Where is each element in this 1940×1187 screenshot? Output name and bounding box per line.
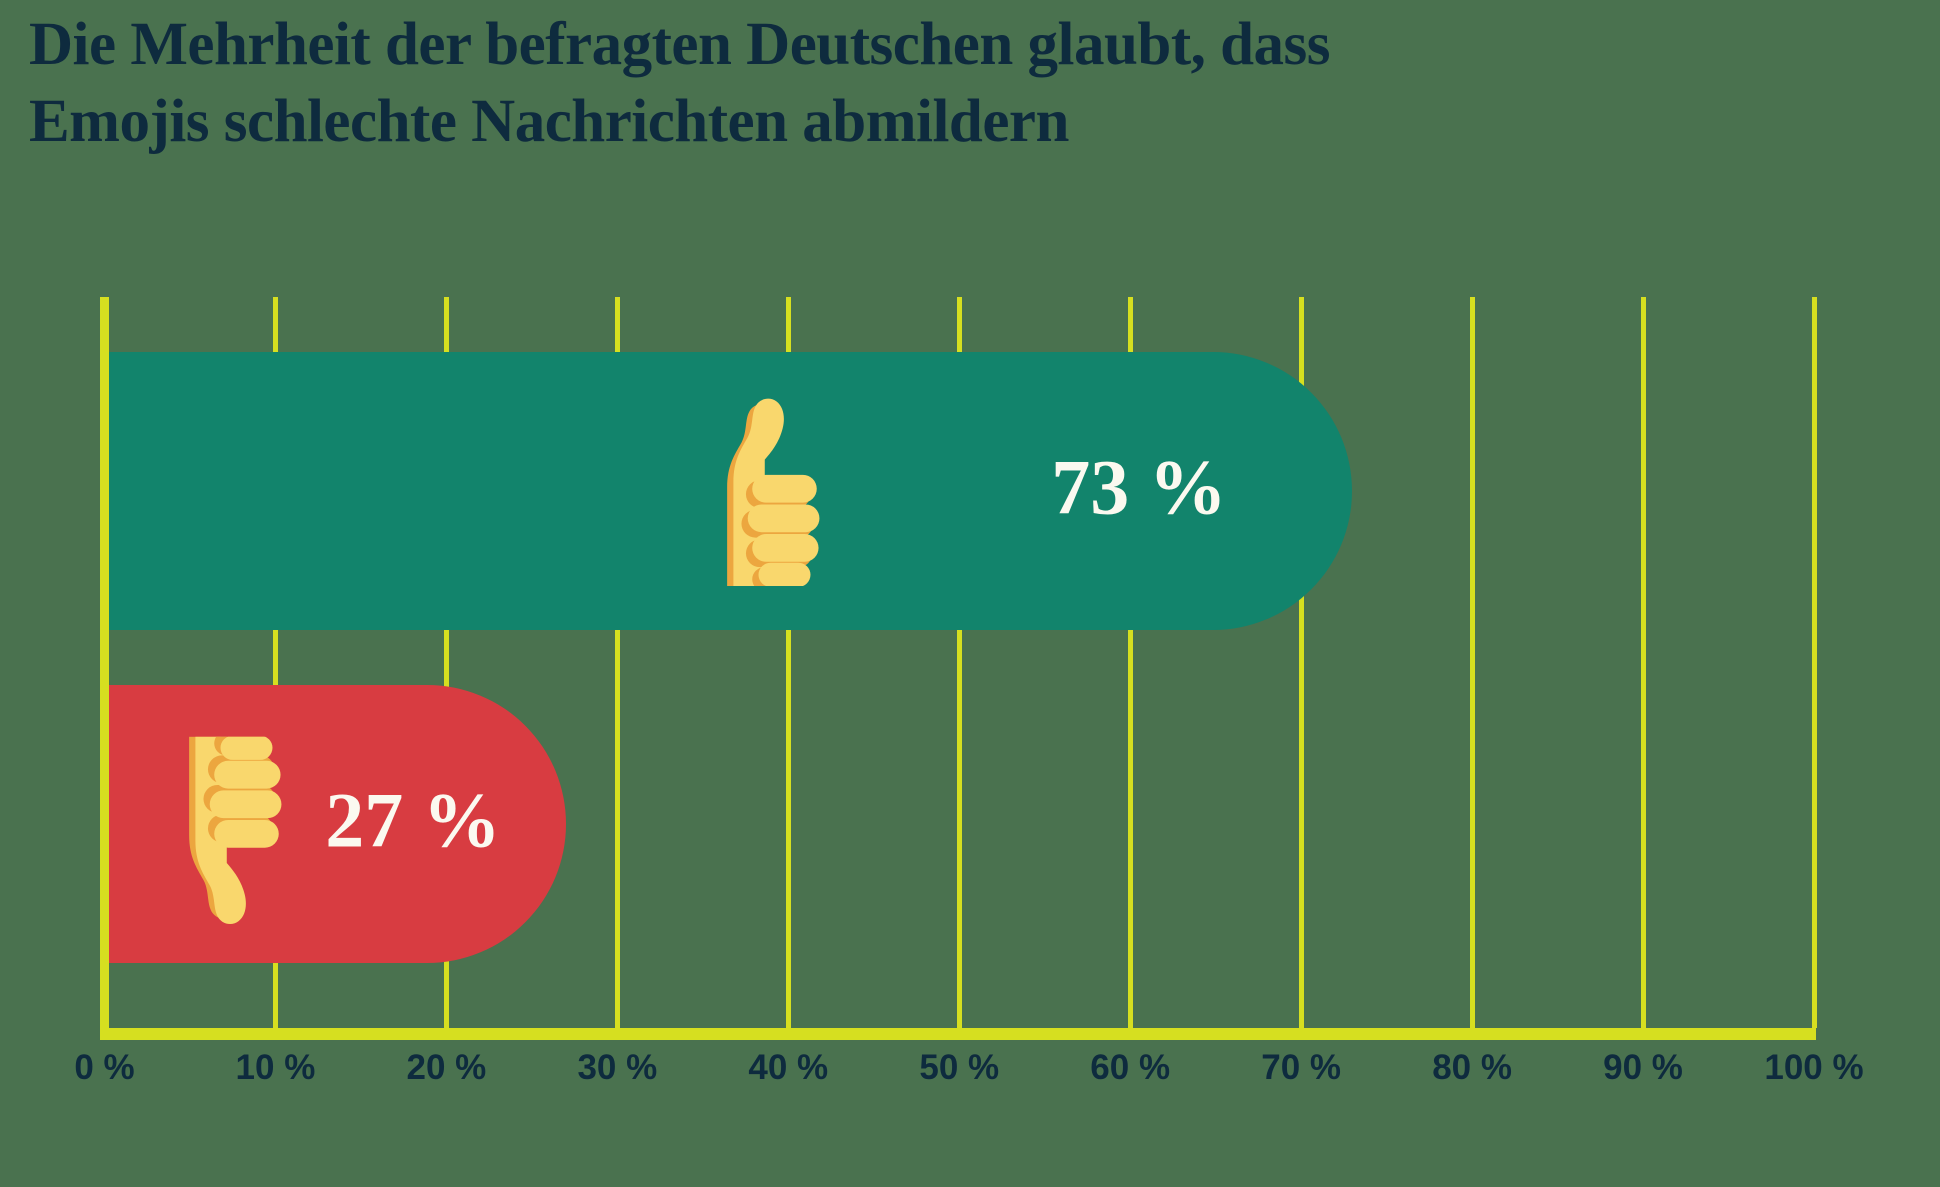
thumbs-up-icon — [695, 396, 822, 586]
chart-title-line1: Die Mehrheit der befragten Deutschen gla… — [29, 11, 1331, 78]
gridline-50 — [956, 297, 962, 1028]
y-axis-line — [100, 297, 109, 1040]
tick-label-70: 70 % — [1261, 1048, 1342, 1087]
tick-label-100: 100 % — [1764, 1048, 1864, 1087]
tick-label-40: 40 % — [748, 1048, 829, 1087]
bar-thumbs-up: 73 % — [109, 352, 1353, 630]
gridline-90 — [1640, 297, 1646, 1028]
gridline-20 — [443, 297, 449, 1028]
gridline-30 — [614, 297, 620, 1028]
chart-title: Die Mehrheit der befragten Deutschen gla… — [29, 6, 1331, 160]
x-axis-baseline — [100, 1028, 1816, 1040]
chart-title-line2: Emojis schlechte Nachrichten abmildern — [29, 88, 1069, 155]
gridline-70 — [1298, 297, 1304, 1028]
gridline-40 — [785, 297, 791, 1028]
tick-label-90: 90 % — [1603, 1048, 1683, 1087]
bar-thumbs-down: 27 % — [109, 685, 567, 963]
tick-label-30: 30 % — [577, 1048, 658, 1087]
thumbs-down-icon — [157, 737, 284, 927]
gridline-60 — [1127, 297, 1133, 1028]
gridline-100 — [1811, 297, 1817, 1028]
gridline-10 — [272, 297, 278, 1028]
bar-value-label-thumbs-up: 73 % — [1051, 443, 1227, 531]
tick-label-20: 20 % — [406, 1048, 487, 1087]
tick-label-50: 50 % — [919, 1048, 1000, 1087]
bar-value-label-thumbs-down: 27 % — [325, 776, 501, 864]
tick-label-0: 0 % — [74, 1048, 135, 1087]
gridline-80 — [1469, 297, 1475, 1028]
tick-label-80: 80 % — [1432, 1048, 1512, 1087]
tick-label-60: 60 % — [1090, 1048, 1171, 1087]
tick-label-10: 10 % — [235, 1048, 316, 1087]
